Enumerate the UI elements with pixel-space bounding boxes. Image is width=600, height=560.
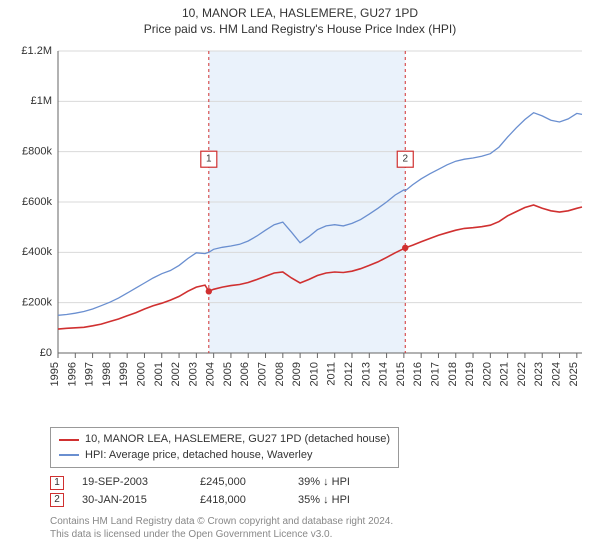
svg-text:2004: 2004 xyxy=(205,362,217,386)
svg-text:2020: 2020 xyxy=(481,362,493,386)
legend-label: 10, MANOR LEA, HASLEMERE, GU27 1PD (deta… xyxy=(85,432,390,447)
svg-text:2017: 2017 xyxy=(429,362,441,386)
svg-text:2010: 2010 xyxy=(308,362,320,386)
svg-text:2000: 2000 xyxy=(135,362,147,386)
svg-text:2018: 2018 xyxy=(447,362,459,386)
footer-attribution: Contains HM Land Registry data © Crown c… xyxy=(50,515,590,541)
legend-swatch xyxy=(59,439,79,441)
svg-text:1997: 1997 xyxy=(84,362,96,386)
svg-text:2008: 2008 xyxy=(274,362,286,386)
svg-text:£1M: £1M xyxy=(31,95,52,107)
svg-text:2007: 2007 xyxy=(257,362,269,386)
legend: 10, MANOR LEA, HASLEMERE, GU27 1PD (deta… xyxy=(50,427,399,468)
svg-text:2001: 2001 xyxy=(153,362,165,386)
footer-line: This data is licensed under the Open Gov… xyxy=(50,528,590,541)
transaction-price: £245,000 xyxy=(200,474,280,492)
line-chart: £0 £200k £400k £600k £800k £1M £1.2M 1995 1996 19… xyxy=(10,41,590,421)
legend-swatch xyxy=(59,454,79,456)
svg-text:2016: 2016 xyxy=(412,362,424,386)
transaction-date: 30-JAN-2015 xyxy=(82,492,182,510)
transaction-date: 19-SEP-2003 xyxy=(82,474,182,492)
title-line-1: 10, MANOR LEA, HASLEMERE, GU27 1PD xyxy=(10,6,590,22)
svg-text:1999: 1999 xyxy=(118,362,130,386)
svg-text:£400k: £400k xyxy=(22,246,52,258)
svg-text:2009: 2009 xyxy=(291,362,303,386)
svg-text:1: 1 xyxy=(206,154,212,165)
transaction-marker-icon: 2 xyxy=(50,493,64,507)
svg-text:2012: 2012 xyxy=(343,362,355,386)
svg-text:2024: 2024 xyxy=(551,362,563,386)
svg-text:2003: 2003 xyxy=(187,362,199,386)
table-row: 2 30-JAN-2015 £418,000 35% ↓ HPI xyxy=(50,492,590,510)
svg-text:2013: 2013 xyxy=(360,362,372,386)
svg-text:£800k: £800k xyxy=(22,146,52,158)
svg-text:2015: 2015 xyxy=(395,362,407,386)
svg-text:£200k: £200k xyxy=(22,297,52,309)
svg-text:£600k: £600k xyxy=(22,196,52,208)
transaction-delta: 39% ↓ HPI xyxy=(298,474,388,492)
legend-item: HPI: Average price, detached house, Wave… xyxy=(59,448,390,463)
svg-text:2023: 2023 xyxy=(533,362,545,386)
footer-line: Contains HM Land Registry data © Crown c… xyxy=(50,515,590,528)
svg-text:2005: 2005 xyxy=(222,362,234,386)
svg-text:£1.2M: £1.2M xyxy=(21,45,52,57)
svg-text:1998: 1998 xyxy=(101,362,113,386)
title-line-2: Price paid vs. HM Land Registry's House … xyxy=(10,22,590,38)
chart-container: 10, MANOR LEA, HASLEMERE, GU27 1PD Price… xyxy=(0,0,600,545)
transaction-delta: 35% ↓ HPI xyxy=(298,492,388,510)
svg-text:1995: 1995 xyxy=(49,362,61,386)
legend-label: HPI: Average price, detached house, Wave… xyxy=(85,448,312,463)
legend-item: 10, MANOR LEA, HASLEMERE, GU27 1PD (deta… xyxy=(59,432,390,447)
svg-text:2: 2 xyxy=(402,154,408,165)
svg-text:2014: 2014 xyxy=(378,362,390,386)
transactions-table: 1 19-SEP-2003 £245,000 39% ↓ HPI 2 30-JA… xyxy=(50,474,590,509)
transaction-marker-icon: 1 xyxy=(50,476,64,490)
transaction-price: £418,000 xyxy=(200,492,280,510)
svg-text:2002: 2002 xyxy=(170,362,182,386)
svg-text:2006: 2006 xyxy=(239,362,251,386)
svg-text:2019: 2019 xyxy=(464,362,476,386)
svg-text:1996: 1996 xyxy=(66,362,78,386)
svg-text:2022: 2022 xyxy=(516,362,528,386)
svg-text:2021: 2021 xyxy=(499,362,511,386)
svg-text:£0: £0 xyxy=(40,347,52,359)
svg-text:2025: 2025 xyxy=(568,362,580,386)
svg-text:2011: 2011 xyxy=(326,362,338,386)
table-row: 1 19-SEP-2003 £245,000 39% ↓ HPI xyxy=(50,474,590,492)
